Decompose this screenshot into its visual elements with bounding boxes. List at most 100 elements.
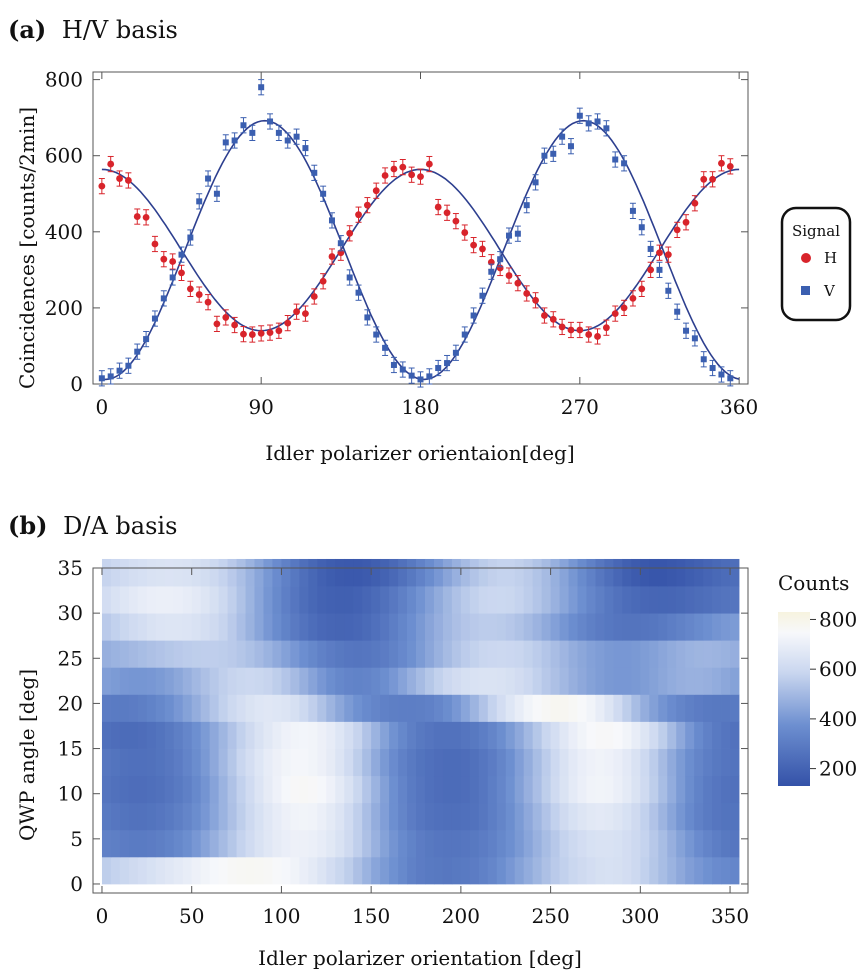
heatmap-cell [101,721,112,749]
heatmap-cell [550,640,560,668]
hv-point-v [364,314,371,321]
heatmap-cell [586,829,596,858]
heatmap-cell [272,829,282,858]
heatmap-cell [514,829,525,858]
heatmap-cell [478,586,489,614]
heatmap-cell [505,775,516,804]
heatmap-cell [362,667,372,695]
heatmap-cell [721,802,731,831]
heatmap-cell [362,802,372,831]
hv-point-v [559,133,566,140]
heatmap-cell [460,558,471,587]
heatmap-cell [487,694,498,722]
heatmap-cell [218,613,228,641]
hv-point-h [611,310,619,318]
heatmap-cell [272,775,282,804]
heatmap-cell [380,721,390,749]
heatmap-cell [487,667,498,695]
heatmap-cell [676,613,686,641]
hv-point-h [125,177,132,184]
hv-point-v [337,240,344,247]
heatmap-cell [433,856,444,885]
heatmap-cell [577,640,587,668]
heatmap-cell [101,667,112,695]
hv-point-h [709,175,716,183]
heatmap-cell [694,667,704,695]
heatmap-cell [200,856,211,885]
heatmap-cell [478,640,489,668]
heatmap-cell [586,558,596,587]
hv-point-h [620,304,628,312]
heatmap-cell [137,721,148,749]
heatmap-cell [245,667,255,695]
heatmap-cell [622,558,632,587]
heatmap-cell [568,667,578,695]
hv-point-h [302,310,309,318]
heatmap-cell [335,613,345,641]
heatmap-cell [119,694,130,722]
heatmap-cell [685,856,695,885]
heatmap-cell [730,558,740,587]
heatmap-cell [254,640,264,668]
heatmap-cell [362,829,372,858]
heatmap-cell [137,856,148,885]
heatmap-cell [272,694,282,722]
hv-point-v [488,268,495,275]
heatmap-cell [407,558,417,587]
heatmap-cell [146,694,157,722]
heatmap-cell [272,856,282,885]
heatmap-cell [209,558,220,587]
heatmap-cell [209,748,220,777]
heatmap-cell [487,775,498,804]
heatmap-cell [416,721,426,749]
heatmap-cell [460,748,471,777]
heatmap-cell [299,667,309,695]
heatmap-cell [703,667,713,695]
hv-point-h [293,308,300,316]
heatmap-cell [335,640,345,668]
heatmap-cell [353,802,363,831]
hv-point-h [186,285,194,293]
heatmap-cell [218,640,228,668]
heatmap-cell [326,802,336,831]
heatmap-cell [649,694,659,722]
hv-point-h [213,320,221,328]
heatmap-cell [523,694,534,722]
heatmap-cell [137,694,148,722]
heatmap-cell [559,558,569,587]
heatmap-cell [523,802,534,831]
heatmap-cell [478,558,489,587]
heatmap-cell [128,829,139,858]
hv-point-h [319,277,327,285]
heatmap-cell [398,694,408,722]
heatmap-cell [218,802,228,831]
hv-point-h [470,241,478,249]
hv-point-h [461,229,469,236]
hv-point-h [363,201,371,209]
heatmap-cell [532,829,543,858]
heatmap-cell [191,856,202,885]
heatmap-cell [424,694,435,722]
hv-point-h [656,249,663,257]
heatmap-cell [227,613,237,641]
hv-point-h [673,226,681,234]
heatmap-cell [119,829,130,858]
heatmap-cell [451,640,462,668]
heatmap-cell [685,829,695,858]
heatmap-cell [532,775,543,804]
hv-point-h [204,298,212,306]
hv-point-v [621,160,628,167]
heatmap-cell [146,829,157,858]
heatmap-cell [604,748,614,777]
heatmap-cell [505,558,516,587]
hv-point-v [691,335,698,342]
heatmap-cell [433,829,444,858]
heatmap-cell [218,667,228,695]
heatmap-cell [505,748,516,777]
heatmap-cell [658,748,668,777]
heatmap-cell [128,775,139,804]
heatmap-cell [712,802,722,831]
hv-point-h [443,209,451,217]
heatmap-cell [712,748,722,777]
heatmap-cell [424,856,435,885]
